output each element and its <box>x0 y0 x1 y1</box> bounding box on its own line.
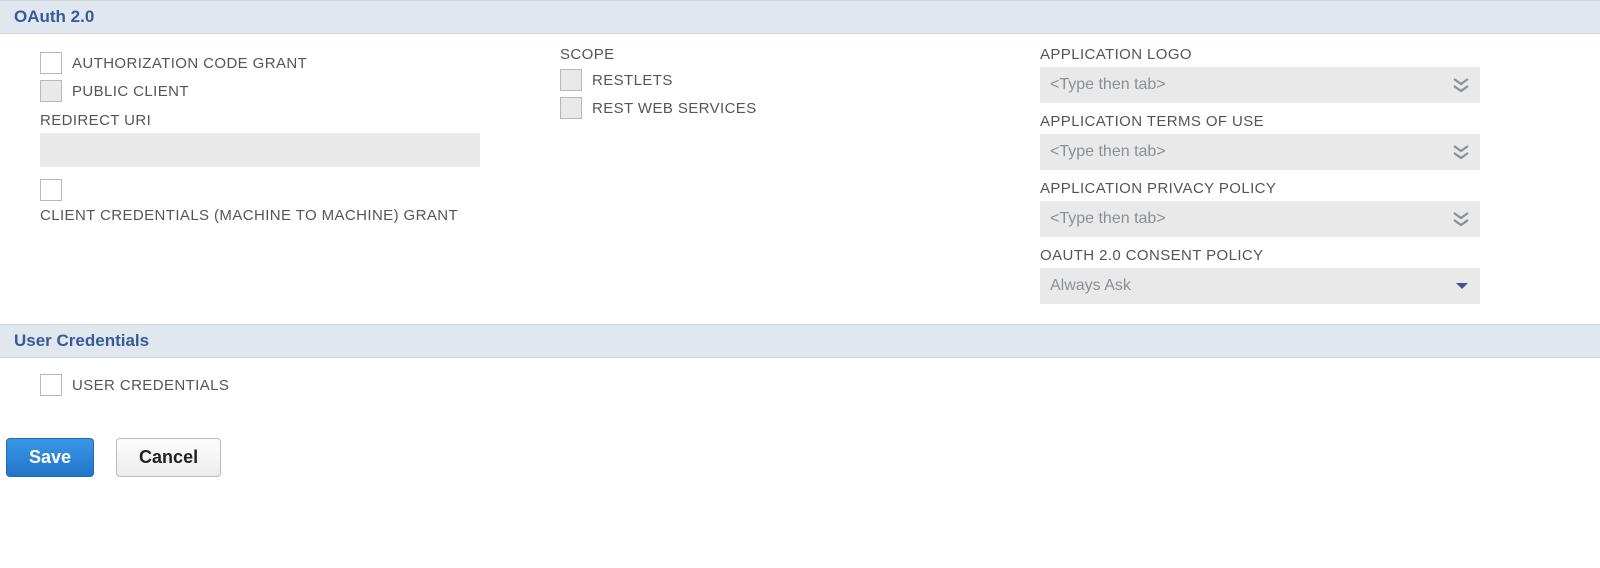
app-logo-label: APPLICATION LOGO <box>1040 46 1560 63</box>
app-logo-placeholder: <Type then tab> <box>1050 76 1166 94</box>
app-terms-combo[interactable]: <Type then tab> <box>1040 134 1480 170</box>
oauth-section-header: OAuth 2.0 <box>0 0 1600 34</box>
rest-web-services-row: REST WEB SERVICES <box>560 97 1000 119</box>
user-credentials-section-title: User Credentials <box>14 331 149 350</box>
chevron-down-icon <box>1452 144 1470 160</box>
rest-web-services-label: REST WEB SERVICES <box>592 100 757 117</box>
button-bar: Save Cancel <box>0 422 1600 487</box>
client-credentials-checkbox[interactable] <box>40 179 62 201</box>
consent-policy-select[interactable]: Always Ask <box>1040 268 1480 304</box>
consent-policy-value: Always Ask <box>1050 277 1131 295</box>
chevron-down-icon <box>1452 211 1470 227</box>
redirect-uri-label: REDIRECT URI <box>40 112 520 129</box>
consent-policy-label: OAUTH 2.0 CONSENT POLICY <box>1040 247 1560 264</box>
user-credentials-section-header: User Credentials <box>0 324 1600 358</box>
app-privacy-placeholder: <Type then tab> <box>1050 210 1166 228</box>
app-terms-label: APPLICATION TERMS OF USE <box>1040 113 1560 130</box>
rest-web-services-checkbox[interactable] <box>560 97 582 119</box>
public-client-row: PUBLIC CLIENT <box>40 80 520 102</box>
redirect-uri-input[interactable] <box>40 133 480 167</box>
restlets-row: RESTLETS <box>560 69 1000 91</box>
caret-down-icon <box>1454 280 1470 292</box>
auth-code-grant-row: AUTHORIZATION CODE GRANT <box>40 52 520 74</box>
oauth-section-title: OAuth 2.0 <box>14 7 94 26</box>
oauth-section-body: AUTHORIZATION CODE GRANT PUBLIC CLIENT R… <box>0 34 1600 324</box>
scope-label: SCOPE <box>560 46 1000 63</box>
cancel-button[interactable]: Cancel <box>116 438 221 477</box>
app-logo-combo[interactable]: <Type then tab> <box>1040 67 1480 103</box>
oauth-right-column: APPLICATION LOGO <Type then tab> APPLICA… <box>1040 46 1560 304</box>
public-client-label: PUBLIC CLIENT <box>72 83 189 100</box>
auth-code-grant-checkbox[interactable] <box>40 52 62 74</box>
app-privacy-combo[interactable]: <Type then tab> <box>1040 201 1480 237</box>
public-client-checkbox[interactable] <box>40 80 62 102</box>
save-button[interactable]: Save <box>6 438 94 477</box>
auth-code-grant-label: AUTHORIZATION CODE GRANT <box>72 55 307 72</box>
app-terms-placeholder: <Type then tab> <box>1050 143 1166 161</box>
restlets-label: RESTLETS <box>592 72 673 89</box>
user-credentials-label: USER CREDENTIALS <box>72 377 229 394</box>
chevron-down-icon <box>1452 77 1470 93</box>
user-credentials-section-body: USER CREDENTIALS <box>0 358 1600 422</box>
restlets-checkbox[interactable] <box>560 69 582 91</box>
client-credentials-label: CLIENT CREDENTIALS (MACHINE TO MACHINE) … <box>40 207 480 224</box>
user-credentials-checkbox[interactable] <box>40 374 62 396</box>
oauth-mid-column: SCOPE RESTLETS REST WEB SERVICES <box>560 46 1000 304</box>
client-credentials-checkbox-row <box>40 179 520 201</box>
oauth-left-column: AUTHORIZATION CODE GRANT PUBLIC CLIENT R… <box>40 46 520 304</box>
user-credentials-row: USER CREDENTIALS <box>40 374 1560 396</box>
app-privacy-label: APPLICATION PRIVACY POLICY <box>1040 180 1560 197</box>
